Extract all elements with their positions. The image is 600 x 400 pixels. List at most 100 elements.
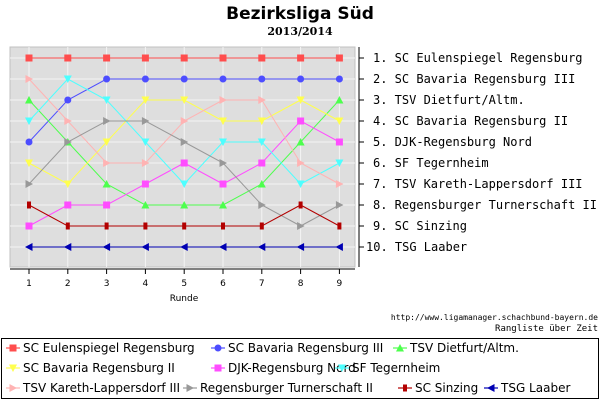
legend-marker <box>214 344 222 352</box>
legend-label: SC Eulenspiegel Regensburg <box>23 341 195 355</box>
axes: 1 2 3 4 5 6 7 8 9 <box>10 47 364 289</box>
data-point <box>219 75 227 83</box>
data-point <box>102 180 111 188</box>
x-axis-label: Runde <box>170 294 199 304</box>
x-tick-label: 5 <box>181 279 187 289</box>
data-point <box>257 138 266 146</box>
data-point <box>25 75 33 83</box>
legend-label: DJK-Regensburg Nord <box>228 361 356 375</box>
data-point <box>297 75 305 83</box>
credit-link[interactable]: http://www.ligamanager.schachbund-bayern… <box>391 313 598 322</box>
data-point <box>180 75 188 83</box>
data-point <box>65 222 70 230</box>
data-point <box>25 54 33 62</box>
data-point <box>141 138 150 146</box>
x-tick-label: 8 <box>298 279 304 289</box>
rank-label: 5. DJK-Regensburg Nord <box>373 135 532 149</box>
data-point <box>297 117 305 125</box>
legend-label: SF Tegernheim <box>352 361 440 375</box>
legend-label: SC Bavaria Regensburg III <box>228 341 383 355</box>
data-point <box>296 243 305 251</box>
rank-label: 4. SC Bavaria Regensburg II <box>373 114 568 128</box>
data-point <box>27 201 31 209</box>
data-point <box>335 180 344 188</box>
data-point <box>258 201 266 209</box>
data-point <box>257 117 266 125</box>
data-point <box>296 96 305 104</box>
legend: SC Eulenspiegel Regensburg SC Bavaria Reg… <box>6 341 570 395</box>
data-point <box>63 75 72 83</box>
legend-marker <box>9 364 17 372</box>
data-point <box>219 201 227 209</box>
legend-marker <box>9 384 17 392</box>
data-point <box>64 96 72 104</box>
data-point <box>182 222 187 230</box>
data-point <box>219 159 227 167</box>
chart-caption: Rangliste über Zeit <box>495 324 598 334</box>
x-tick-label: 1 <box>26 279 32 289</box>
data-point <box>296 138 305 146</box>
data-point <box>25 159 33 167</box>
rank-label: 1. SC Eulenspiegel Regensburg <box>373 51 583 65</box>
data-point <box>335 96 344 104</box>
legend-label: Regensburger Turnerschaft II <box>200 381 373 395</box>
data-point <box>103 75 111 83</box>
data-point <box>141 180 149 188</box>
data-point <box>335 243 343 251</box>
data-point <box>258 159 266 167</box>
rank-label: 6. SF Tegernheim <box>373 156 489 170</box>
rank-label: 8. Regensburger Turnerschaft II <box>373 198 597 212</box>
data-point <box>258 96 266 104</box>
data-point <box>259 222 264 230</box>
data-point <box>337 222 342 230</box>
legend-marker <box>338 364 346 372</box>
data-point <box>141 75 149 83</box>
legend-label: SC Sinzing <box>415 381 478 395</box>
rank-label: 2. SC Bavaria Regensburg III <box>373 72 575 86</box>
data-point <box>63 180 72 188</box>
legend-marker <box>396 344 404 352</box>
x-tick-label: 4 <box>143 279 149 289</box>
data-point <box>141 54 149 62</box>
data-point <box>25 138 33 146</box>
legend-box <box>1 338 599 399</box>
data-point <box>257 180 266 188</box>
data-point <box>297 222 305 230</box>
data-point <box>64 117 72 125</box>
data-point <box>335 54 343 62</box>
data-point <box>141 243 149 251</box>
legend-label: SC Bavaria Regensburg II <box>23 361 175 375</box>
data-point <box>180 54 188 62</box>
rank-label: 7. TSV Kareth-Lappersdorf III <box>373 177 583 191</box>
data-point <box>258 54 266 62</box>
x-tick-label: 2 <box>65 279 71 289</box>
data-point <box>258 75 266 83</box>
data-point <box>219 54 227 62</box>
x-tick-label: 3 <box>104 279 110 289</box>
data-point <box>219 243 227 251</box>
data-point <box>103 117 111 125</box>
data-point <box>64 138 72 146</box>
legend-marker <box>186 384 194 392</box>
data-point <box>25 117 33 125</box>
legend-marker <box>214 364 222 372</box>
data-point <box>25 180 33 188</box>
data-point <box>298 201 303 209</box>
data-point <box>180 96 189 104</box>
data-point <box>103 54 111 62</box>
data-point <box>180 201 189 209</box>
data-point <box>25 243 33 251</box>
data-point <box>102 243 111 251</box>
data-point <box>25 96 33 104</box>
legend-marker <box>487 384 495 392</box>
data-point <box>335 201 344 209</box>
data-point <box>141 201 150 209</box>
data-point <box>25 222 33 230</box>
data-point <box>141 159 150 167</box>
data-point <box>180 117 189 125</box>
x-tick-label: 9 <box>337 279 343 289</box>
x-tick-label: 6 <box>220 279 226 289</box>
data-point <box>64 54 72 62</box>
legend-label: TSV Dietfurt/Altm. <box>409 341 519 355</box>
legend-label: TSV Kareth-Lappersdorf III <box>22 381 180 395</box>
